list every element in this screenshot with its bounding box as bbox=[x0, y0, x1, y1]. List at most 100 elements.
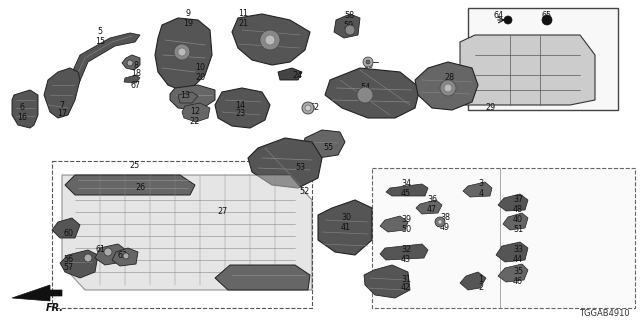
Polygon shape bbox=[12, 90, 38, 128]
Circle shape bbox=[305, 105, 311, 111]
Text: 36: 36 bbox=[427, 196, 437, 204]
Text: 46: 46 bbox=[513, 276, 523, 285]
Polygon shape bbox=[498, 194, 528, 211]
Polygon shape bbox=[170, 85, 215, 110]
Text: 7: 7 bbox=[60, 100, 65, 109]
Polygon shape bbox=[248, 138, 322, 188]
Text: 6: 6 bbox=[19, 103, 24, 113]
Polygon shape bbox=[62, 175, 312, 290]
Polygon shape bbox=[60, 250, 98, 278]
Polygon shape bbox=[65, 33, 140, 100]
Bar bbox=[490, 50, 560, 90]
Circle shape bbox=[302, 102, 314, 114]
Text: 16: 16 bbox=[17, 113, 27, 122]
Text: 37: 37 bbox=[513, 196, 523, 204]
Polygon shape bbox=[155, 18, 212, 90]
Polygon shape bbox=[124, 75, 140, 83]
Circle shape bbox=[542, 15, 552, 25]
Circle shape bbox=[178, 48, 186, 56]
Polygon shape bbox=[232, 14, 310, 65]
Polygon shape bbox=[380, 216, 408, 232]
Circle shape bbox=[123, 253, 129, 259]
Circle shape bbox=[127, 60, 133, 66]
Circle shape bbox=[174, 44, 190, 60]
Text: 54: 54 bbox=[360, 84, 370, 92]
Circle shape bbox=[260, 30, 280, 50]
Polygon shape bbox=[380, 244, 428, 260]
Circle shape bbox=[435, 217, 445, 227]
Polygon shape bbox=[302, 130, 345, 158]
Text: 13: 13 bbox=[180, 92, 190, 100]
Text: 65: 65 bbox=[542, 12, 552, 20]
Text: 30: 30 bbox=[341, 213, 351, 222]
Circle shape bbox=[438, 220, 442, 224]
Text: 11: 11 bbox=[238, 10, 248, 19]
Circle shape bbox=[366, 60, 370, 64]
Text: 5: 5 bbox=[97, 28, 102, 36]
Polygon shape bbox=[318, 200, 372, 255]
Text: 62: 62 bbox=[310, 102, 320, 111]
Text: 8: 8 bbox=[134, 60, 138, 69]
Polygon shape bbox=[278, 68, 302, 80]
Polygon shape bbox=[463, 182, 492, 197]
Polygon shape bbox=[182, 103, 210, 122]
Text: 44: 44 bbox=[513, 254, 523, 263]
Text: 2: 2 bbox=[479, 284, 484, 292]
Polygon shape bbox=[112, 248, 138, 266]
Circle shape bbox=[357, 87, 373, 103]
Text: 42: 42 bbox=[401, 284, 411, 292]
Polygon shape bbox=[334, 14, 360, 38]
Text: 38: 38 bbox=[440, 213, 450, 222]
Bar bbox=[52, 161, 312, 308]
Polygon shape bbox=[12, 285, 62, 301]
Text: 52: 52 bbox=[300, 188, 310, 196]
Text: 31: 31 bbox=[401, 275, 411, 284]
Text: 50: 50 bbox=[401, 225, 411, 234]
Text: 56: 56 bbox=[63, 254, 73, 263]
Text: 29: 29 bbox=[486, 102, 496, 111]
Polygon shape bbox=[496, 242, 528, 262]
Text: 59: 59 bbox=[344, 20, 354, 29]
Text: 40: 40 bbox=[513, 215, 523, 225]
Polygon shape bbox=[503, 213, 528, 230]
Text: 9: 9 bbox=[186, 10, 191, 19]
Polygon shape bbox=[364, 265, 410, 298]
Polygon shape bbox=[325, 68, 420, 118]
Circle shape bbox=[504, 16, 512, 24]
Text: 23: 23 bbox=[235, 109, 245, 118]
Polygon shape bbox=[460, 272, 486, 290]
Text: 61: 61 bbox=[95, 244, 105, 253]
Polygon shape bbox=[95, 244, 126, 265]
Text: 22: 22 bbox=[190, 116, 200, 125]
Text: 51: 51 bbox=[513, 225, 523, 234]
Text: 25: 25 bbox=[129, 161, 139, 170]
Text: 18: 18 bbox=[131, 69, 141, 78]
Text: 66: 66 bbox=[364, 60, 374, 69]
Polygon shape bbox=[215, 265, 310, 290]
Text: 12: 12 bbox=[190, 108, 200, 116]
Text: 19: 19 bbox=[183, 19, 193, 28]
Bar bbox=[372, 168, 635, 308]
Polygon shape bbox=[416, 200, 442, 214]
Text: 53: 53 bbox=[295, 164, 305, 172]
Text: 27: 27 bbox=[217, 207, 227, 217]
Text: 39: 39 bbox=[401, 215, 411, 225]
Polygon shape bbox=[386, 184, 428, 196]
Text: 60: 60 bbox=[63, 228, 73, 237]
Polygon shape bbox=[52, 218, 80, 238]
Text: 32: 32 bbox=[401, 245, 411, 254]
Text: 48: 48 bbox=[513, 204, 523, 213]
Text: 20: 20 bbox=[195, 73, 205, 82]
Polygon shape bbox=[215, 88, 270, 128]
Text: 10: 10 bbox=[195, 63, 205, 73]
Text: 67: 67 bbox=[131, 81, 141, 90]
Polygon shape bbox=[178, 92, 198, 103]
Circle shape bbox=[265, 35, 275, 45]
Circle shape bbox=[440, 80, 456, 96]
Text: 55: 55 bbox=[324, 143, 334, 153]
Text: 17: 17 bbox=[57, 109, 67, 118]
Text: 3: 3 bbox=[479, 180, 483, 188]
Text: 45: 45 bbox=[401, 188, 411, 197]
Circle shape bbox=[345, 25, 355, 35]
Polygon shape bbox=[65, 175, 195, 195]
